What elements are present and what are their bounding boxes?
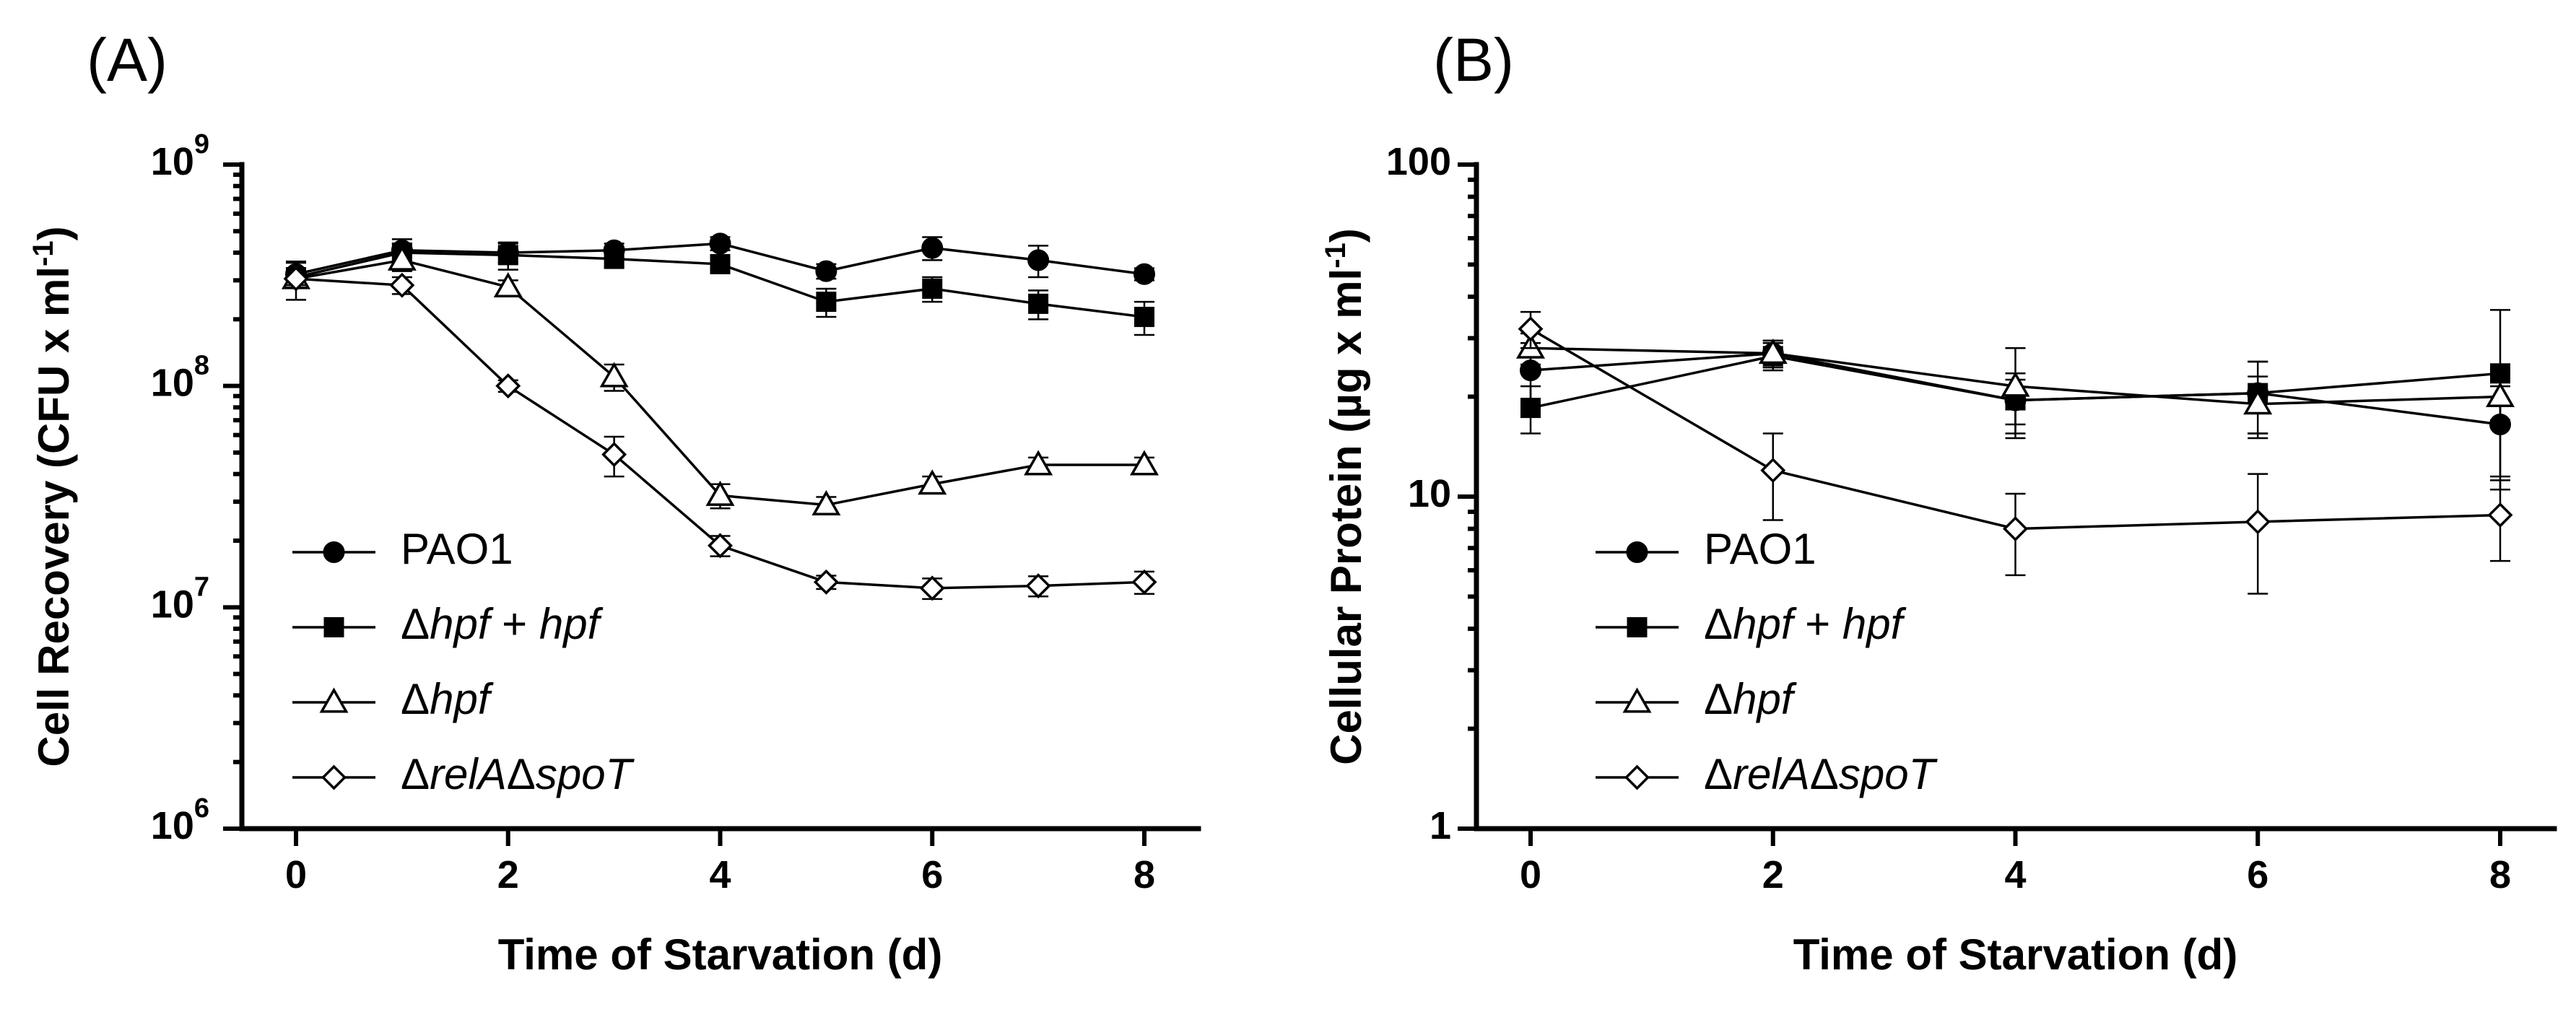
data-point [918,469,947,495]
y-axis-title: Cell Recovery (CFU x ml-1) [27,226,78,767]
legend: PAO1 Δhpf + hpf Δhpf ΔrelAΔspoT [292,525,635,798]
legend-item: PAO1 [292,525,513,573]
legend-label: PAO1 [401,525,513,573]
data-point [604,248,625,269]
data-point [1133,263,1155,285]
data-point [919,575,945,601]
x-tick-label: 0 [285,853,307,897]
data-point [1129,450,1159,476]
legend-item: Δhpf [1596,675,1797,723]
data-point [2487,502,2513,528]
legend-label: ΔrelAΔspoT [1704,750,1938,798]
x-axis-title: Time of Starvation (d) [1793,930,2238,979]
legend-marker [1624,764,1650,790]
x-tick-label: 8 [2489,853,2511,897]
data-point [1028,293,1049,314]
series-4 [283,266,1157,601]
data-point [1131,569,1157,595]
y-tick-label: 108 [151,351,209,405]
legend-item: ΔrelAΔspoT [1596,750,1938,798]
data-point [1024,450,1053,476]
legend-label: Δhpf [401,675,494,723]
data-point [599,362,629,388]
data-point [922,278,943,299]
data-point [705,480,735,506]
y-axis-title: Cellular Protein (µg x ml-1) [1320,228,1370,765]
legend-label: Δhpf [1704,675,1797,723]
data-point [1134,307,1154,328]
x-tick-label: 6 [921,853,943,897]
legend-marker [323,617,344,637]
data-point [601,442,627,468]
data-point [1520,398,1541,419]
legend-marker [1626,541,1648,563]
x-tick-label: 6 [2247,853,2268,897]
data-point [2003,516,2028,542]
data-point [709,232,731,255]
data-point [1518,316,1544,342]
x-tick-label: 8 [1133,853,1155,897]
legend-label: PAO1 [1704,525,1816,573]
legend-marker [319,687,349,713]
data-point [2485,381,2515,408]
legend-marker [323,541,345,563]
data-point [389,272,415,298]
data-point [921,237,944,259]
legend-item: PAO1 [1596,525,1816,573]
data-point [811,490,841,516]
data-point [283,266,309,292]
data-point [2001,371,2030,397]
data-point [1758,339,1788,365]
data-point [708,533,733,559]
legend-marker [321,764,347,790]
legend-item: ΔrelAΔspoT [292,750,635,798]
y-tick-label: 107 [151,572,209,626]
data-point [2245,509,2271,535]
data-point [816,292,837,313]
legend-label: Δhpf + hpf [1704,600,1907,648]
data-point [387,245,417,271]
x-tick-label: 0 [1520,853,1541,897]
panel-label-b: (B) [1433,26,1514,94]
data-point [813,569,839,595]
y-tick-label: 100 [1386,140,1451,183]
data-point [2243,389,2273,415]
y-tick-label: 1 [1430,804,1451,847]
data-point [710,253,731,274]
legend-label: Δhpf + hpf [401,600,604,648]
x-tick-label: 2 [1762,853,1784,897]
data-point [815,260,837,282]
series-4 [1518,310,2513,595]
data-point [495,373,521,399]
y-tick-label: 106 [151,793,209,847]
y-tick-label: 10 [1408,472,1451,515]
data-point [497,245,518,266]
legend-item: Δhpf + hpf [292,600,604,648]
y-tick-label: 109 [151,129,209,183]
legend-label: ΔrelAΔspoT [401,750,635,798]
data-point [1027,249,1050,271]
data-point [493,272,523,298]
x-axis-title: Time of Starvation (d) [498,930,943,979]
legend-marker [1622,687,1652,713]
x-tick-label: 2 [497,853,519,897]
data-point [1025,573,1051,599]
legend: PAO1 Δhpf + hpf Δhpf ΔrelAΔspoT [1596,525,1938,798]
panel-label-a: (A) [87,26,167,94]
data-point [1760,458,1786,484]
chart-panel-a: (A) 109 108 107 106 0 2 4 6 8 Time of Starvation (… [27,26,1201,979]
legend-marker [1627,617,1648,637]
x-tick-label: 4 [709,853,731,897]
legend-item: Δhpf + hpf [1596,600,1907,648]
x-tick-label: 4 [2004,853,2026,897]
legend-item: Δhpf [292,675,494,723]
